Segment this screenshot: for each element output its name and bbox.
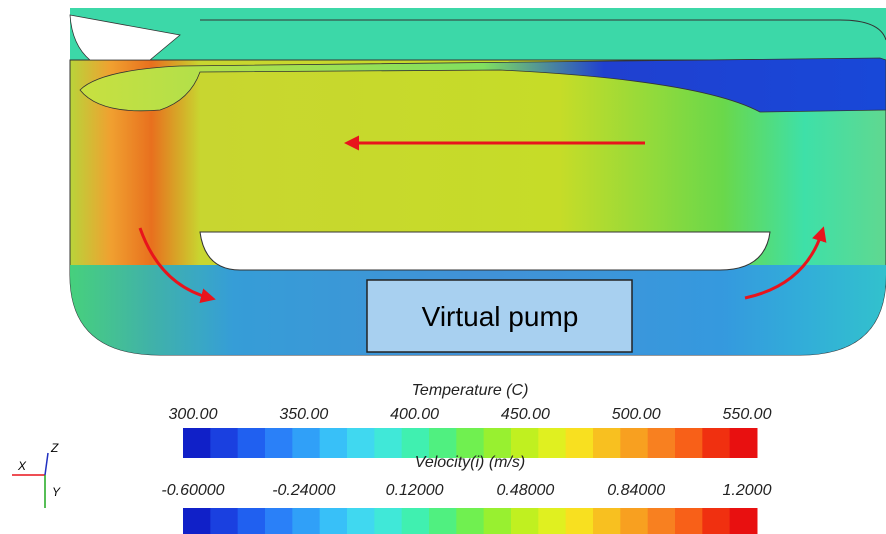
colorbar-swatch xyxy=(702,428,731,458)
colorbar-swatch xyxy=(401,508,430,534)
colorbar-swatch xyxy=(647,428,676,458)
colorbar-swatch xyxy=(429,428,457,458)
colorbar-swatch xyxy=(620,428,649,458)
colorbar-swatch xyxy=(210,508,239,534)
top-region xyxy=(70,8,886,60)
free-surface xyxy=(79,57,886,113)
colorbar-tick-label: 550.00 xyxy=(723,406,772,423)
colorbar-swatch xyxy=(647,508,676,534)
colorbar-swatch xyxy=(319,508,348,534)
colorbar-title: Temperature (C) xyxy=(412,382,529,399)
colorbar-tick-label: 500.00 xyxy=(612,406,661,423)
colorbar-swatch xyxy=(729,508,758,534)
colorbar-swatch xyxy=(265,428,293,458)
colorbar-tick-label: 1.2000 xyxy=(723,482,772,499)
colorbar-swatch xyxy=(483,508,512,534)
x-axis-label: X xyxy=(17,459,27,473)
y-axis-label: Y xyxy=(52,485,61,499)
colorbar-tick-label: 0.48000 xyxy=(496,482,554,499)
colorbar-tick-label: 350.00 xyxy=(279,406,328,423)
cutout xyxy=(69,14,181,61)
colorbar-swatch xyxy=(292,508,321,534)
colorbar-swatch xyxy=(292,428,321,458)
flow-arrow xyxy=(138,227,216,303)
pump-box xyxy=(366,279,633,353)
colorbar-swatch xyxy=(511,428,539,458)
colorbar-swatch xyxy=(374,508,403,534)
colorbar-swatch xyxy=(183,428,211,458)
colorbar-swatch xyxy=(374,428,403,458)
colorbar-tick-label: 0.84000 xyxy=(607,482,665,499)
colorbar-swatch xyxy=(538,508,567,534)
colorbar-swatch xyxy=(456,508,485,534)
colorbar-tick-label: 400.00 xyxy=(390,406,439,423)
colorbar-swatch xyxy=(347,508,375,534)
colorbar-tick-label: 300.00 xyxy=(169,406,218,423)
pump-label: Virtual pump xyxy=(422,301,579,332)
colorbar-swatch xyxy=(319,428,348,458)
colorbar-tick-label: 0.12000 xyxy=(386,482,444,499)
z-axis-label: Z xyxy=(50,441,59,455)
colorbar-swatch xyxy=(237,428,266,458)
colorbar-swatch xyxy=(456,428,485,458)
colorbar-tick-label: 450.00 xyxy=(501,406,550,423)
colorbar-swatch xyxy=(237,508,266,534)
vessel: Virtual pump xyxy=(69,8,886,356)
colorbar-swatch xyxy=(702,508,731,534)
colorbars: Temperature (C) 300.00 350.00 400.00 450.00 5… xyxy=(161,382,772,534)
colorbar-swatch xyxy=(183,508,211,534)
colorbar-swatch xyxy=(729,428,758,458)
colorbar-swatch xyxy=(401,428,430,458)
axis-triad: X Y Z xyxy=(12,441,61,508)
flow-arrows xyxy=(138,135,827,303)
colorbar-swatch xyxy=(429,508,457,534)
colorbar-swatch xyxy=(265,508,293,534)
colorbar-swatch xyxy=(511,508,539,534)
z-axis xyxy=(44,452,49,476)
colorbar-swatch xyxy=(483,428,512,458)
outline xyxy=(200,19,886,41)
colorbar-swatch xyxy=(593,428,621,458)
colorbar-swatch xyxy=(538,428,567,458)
colorbar-swatch xyxy=(210,428,239,458)
colorbar-swatch xyxy=(593,508,621,534)
obstacle xyxy=(199,231,771,271)
colorbar-swatch xyxy=(565,428,594,458)
colorbar-swatch xyxy=(620,508,649,534)
flow-arrow xyxy=(744,226,827,300)
colorbar-title: Velocity(i) (m/s) xyxy=(415,454,526,471)
colorbar-swatch xyxy=(565,508,594,534)
colorbar-tick-label: -0.60000 xyxy=(161,482,224,499)
colorbar-swatch xyxy=(347,428,375,458)
colorbar-swatch xyxy=(675,428,703,458)
colorbar-swatch xyxy=(675,508,703,534)
colorbar-tick-label: -0.24000 xyxy=(272,482,335,499)
